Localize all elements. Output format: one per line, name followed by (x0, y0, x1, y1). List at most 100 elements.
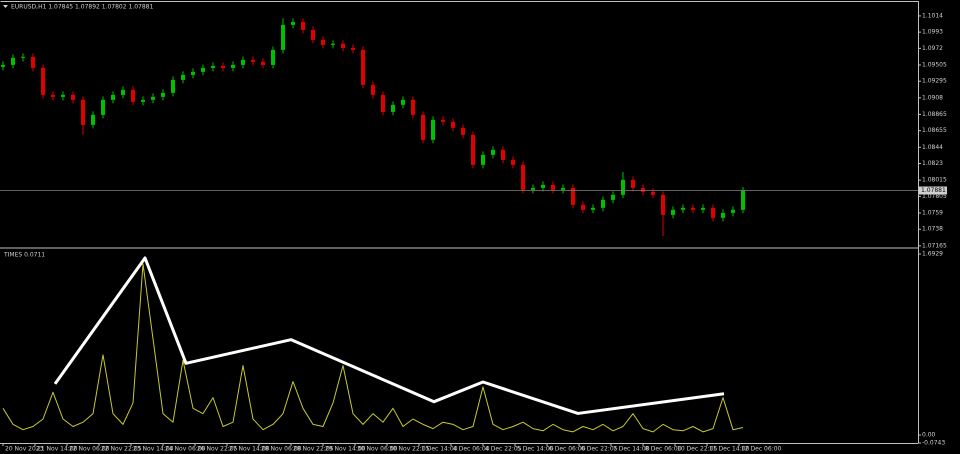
candle-body (301, 21, 305, 30)
x-tick-label: 30 Nov 22:05 (389, 446, 430, 453)
candle-body (471, 134, 475, 165)
candle-body (621, 179, 625, 195)
chart-title: EURUSD,H1 1.07845 1.07892 1.07802 1.0788… (11, 4, 153, 11)
y-tick-label: 1.09295 (922, 78, 947, 85)
x-tick-label: 8 Dec 06:00 (645, 446, 682, 453)
candle-body (601, 199, 605, 208)
candle-body (1, 64, 5, 67)
candle-body (331, 43, 335, 45)
candle-body (421, 114, 425, 140)
candle-body (151, 96, 155, 100)
collapse-icon[interactable] (3, 5, 8, 8)
candle-body (481, 154, 485, 165)
candle-body (451, 121, 455, 128)
candle-body (231, 64, 235, 68)
candle-body (91, 114, 95, 125)
candle-body (311, 29, 315, 40)
x-tick-label: 20 Nov 2023 (5, 446, 44, 453)
candle-body (21, 56, 25, 58)
y-tick-label: -0.0743 (922, 440, 945, 447)
candle-body (401, 99, 405, 105)
x-tick-label: 27 Nov 14:00 (229, 446, 270, 453)
y-tick-label: 0.00 (922, 432, 936, 439)
candle-body (251, 59, 255, 62)
candle-body (321, 39, 325, 45)
candle-body (641, 187, 645, 192)
x-tick-label: 22 Nov 06:00 (69, 446, 110, 453)
indicator-title: TIMES 0.0711 (3, 252, 45, 259)
candle-body (671, 209, 675, 215)
candle-body (741, 190, 745, 210)
x-tick-label: 28 Nov 22:05 (293, 446, 334, 453)
y-tick-label: 1.08865 (922, 111, 947, 118)
candle-body (431, 119, 435, 140)
candle-body (711, 207, 715, 218)
x-tick-label: 23 Nov 14:00 (133, 446, 174, 453)
candle-body (361, 49, 365, 85)
indicator-line (2, 263, 744, 433)
candle-body (341, 43, 345, 48)
candle-body (581, 204, 585, 210)
candle-body (381, 94, 385, 112)
candle-body (391, 104, 395, 112)
y-tick-label: 1.0844 (922, 144, 943, 151)
x-tick-label: 29 Nov 14:00 (325, 446, 366, 453)
x-tick-label: 12 Dec 06:00 (741, 446, 782, 453)
x-tick-label: 5 Dec 14:00 (517, 446, 554, 453)
y-tick-label: 1.0738 (922, 226, 943, 233)
candle-body (191, 71, 195, 75)
candle-body (111, 94, 115, 100)
y-tick-label: 1.09505 (922, 61, 947, 68)
y-tick-label: 1.0908 (922, 94, 943, 101)
y-tick-label: 1.07805 (922, 193, 947, 200)
candle-body (731, 209, 735, 213)
x-tick-label: 7 Dec 14:00 (613, 446, 650, 453)
candle-body (561, 187, 565, 190)
x-tick-label: 22 Nov 22:05 (101, 446, 142, 453)
candle-body (541, 184, 545, 188)
candle-body (61, 94, 65, 97)
candle-body (491, 149, 495, 155)
x-tick-label: 4 Dec 22:05 (485, 446, 522, 453)
x-tick-label: 6 Dec 06:00 (549, 446, 586, 453)
x-tick-label: 24 Nov 06:00 (165, 446, 206, 453)
x-tick-label: 26 Nov 22:05 (197, 446, 238, 453)
candle-body (41, 67, 45, 95)
x-tick-label: 11 Dec 14:00 (709, 446, 750, 453)
candle-body (11, 57, 15, 65)
candle-body (131, 89, 135, 102)
x-tick-label: 28 Nov 06:00 (261, 446, 302, 453)
candle-body (571, 187, 575, 205)
y-tick-label: 1.0823 (922, 160, 943, 167)
x-tick-label: 4 Dec 06:00 (453, 446, 490, 453)
candle-body (501, 149, 505, 160)
candle-body (651, 191, 655, 195)
candle-body (591, 207, 595, 210)
last-price-box (919, 186, 947, 195)
candle-body (141, 99, 145, 102)
candle-body (721, 212, 725, 218)
candle-body (281, 24, 285, 50)
candle-body (71, 94, 75, 100)
candle-body (51, 94, 55, 97)
candle-body (261, 61, 265, 65)
candle-body (211, 65, 215, 68)
candle-body (241, 59, 245, 65)
candle-body (411, 99, 415, 115)
candle-body (531, 187, 535, 190)
candle-body (461, 127, 465, 135)
candle-body (611, 194, 615, 200)
y-tick-label: 1.08015 (922, 177, 947, 184)
candle-body (121, 89, 125, 95)
candle-body (201, 67, 205, 72)
candle-body (681, 207, 685, 210)
candle-body (81, 99, 85, 125)
candle-body (551, 184, 555, 190)
candle-body (181, 74, 185, 80)
x-tick-label: 30 Nov 06:00 (357, 446, 398, 453)
candle-body (271, 49, 275, 65)
y-tick-label: 1.0972 (922, 45, 943, 52)
trend-line (53, 256, 725, 415)
